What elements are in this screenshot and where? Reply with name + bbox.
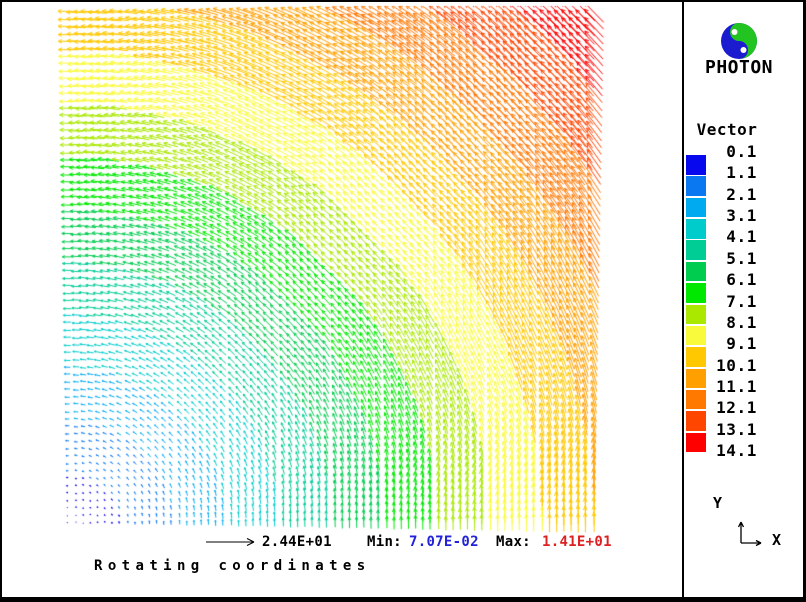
- legend-level-label: 6.1: [726, 270, 757, 290]
- reference-value-text: 2.44E+01: [262, 534, 332, 550]
- legend-swatch: [686, 261, 706, 282]
- legend-level-label: 1.1: [726, 163, 757, 183]
- legend-swatch: [686, 368, 706, 389]
- legend-swatch: [686, 197, 706, 218]
- axes-indicator-icon: [737, 521, 762, 547]
- legend-level-label: 7.1: [726, 291, 757, 311]
- y-axis-label: Y: [712, 494, 723, 512]
- legend-level-label: 13.1: [716, 419, 757, 439]
- legend-swatch: [686, 219, 706, 239]
- logo-swirl-dot: [731, 29, 738, 35]
- legend-level-label: 0.1: [726, 142, 757, 161]
- legend-level-label: 12.1: [716, 398, 757, 418]
- legend-level-label: 4.1: [726, 227, 757, 247]
- max-label: Max:: [496, 534, 531, 550]
- logo-swirl-dot: [740, 47, 747, 53]
- legend-swatch: [686, 304, 706, 325]
- x-axis-label: X: [771, 531, 782, 549]
- panel-separator: [682, 0, 684, 602]
- legend-level-label: 14.1: [716, 441, 757, 461]
- legend-swatch: [686, 389, 706, 410]
- legend-swatch: [686, 240, 706, 260]
- legend-level-label: 3.1: [726, 206, 757, 226]
- min-label: Min:: [367, 534, 402, 550]
- legend-swatch: [686, 411, 706, 431]
- legend-level-label: 5.1: [726, 248, 757, 268]
- reference-arrow-icon: [206, 538, 255, 546]
- legend-swatch: [686, 176, 706, 196]
- legend-level-label: 8.1: [726, 312, 757, 332]
- legend-swatch-column: [686, 155, 706, 455]
- vector-field-canvas: [0, 0, 681, 600]
- legend-swatch: [686, 347, 706, 367]
- legend-level-label: 9.1: [726, 334, 757, 354]
- legend-level-column: 0.1 1.1 2.1 3.1 4.1 5.1 6.1 7.1 8.1 9.1 10.1 11.1 12…: [683, 144, 757, 464]
- legend-level-label: 10.1: [716, 355, 757, 375]
- legend-swatch: [686, 432, 706, 453]
- photon-wordmark: PHOTON: [704, 57, 774, 78]
- legend-level-label: 2.1: [726, 184, 757, 204]
- legend-swatch: [686, 325, 706, 346]
- legend-title: Vector: [696, 120, 758, 139]
- legend-level-label: 11.1: [716, 376, 757, 396]
- legend-swatch: [686, 283, 706, 303]
- legend-swatch: [686, 155, 706, 175]
- plot-title: Rotating coordinates: [94, 558, 371, 574]
- max-value-text: 1.41E+01: [542, 534, 612, 550]
- photon-logo-icon: [721, 23, 757, 59]
- min-value-text: 7.07E-02: [409, 534, 479, 550]
